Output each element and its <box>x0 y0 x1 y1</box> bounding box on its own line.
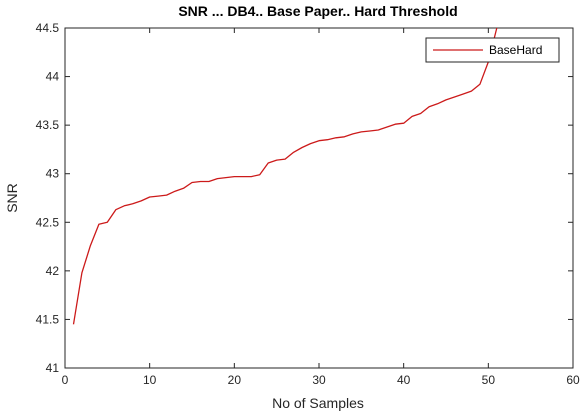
y-tick-label: 42 <box>46 264 60 278</box>
y-tick-label: 43 <box>46 167 60 181</box>
x-axis-tick-labels: 0 10 20 30 40 50 60 <box>62 373 580 387</box>
x-tick-label: 0 <box>62 373 69 387</box>
x-tick-label: 60 <box>566 373 580 387</box>
plot-area <box>64 27 574 369</box>
y-tick-label: 41.5 <box>36 312 60 326</box>
legend-label-basehard: BaseHard <box>489 43 542 57</box>
series-layer <box>72 28 498 325</box>
legend: BaseHard <box>425 37 560 63</box>
y-axis-tick-labels: 41 41.5 42 42.5 43 43.5 44 44.5 <box>36 21 60 375</box>
y-axis-label: SNR <box>4 183 20 213</box>
x-tick-label: 10 <box>143 373 157 387</box>
x-axis-label: No of Samples <box>272 395 364 411</box>
series-line-basehard <box>72 28 498 325</box>
y-tick-label: 43.5 <box>36 118 60 132</box>
x-axis-ticks <box>64 28 574 368</box>
x-tick-label: 40 <box>397 373 411 387</box>
x-tick-label: 50 <box>482 373 496 387</box>
y-tick-label: 44 <box>46 70 60 84</box>
axes-box <box>64 27 574 369</box>
y-tick-label: 44.5 <box>36 21 60 35</box>
y-tick-label: 42.5 <box>36 215 60 229</box>
chart-title: SNR ... DB4.. Base Paper.. Hard Threshol… <box>178 3 457 19</box>
y-tick-label: 41 <box>46 361 60 375</box>
x-tick-label: 20 <box>228 373 242 387</box>
x-tick-label: 30 <box>312 373 326 387</box>
y-axis-ticks <box>65 27 573 369</box>
